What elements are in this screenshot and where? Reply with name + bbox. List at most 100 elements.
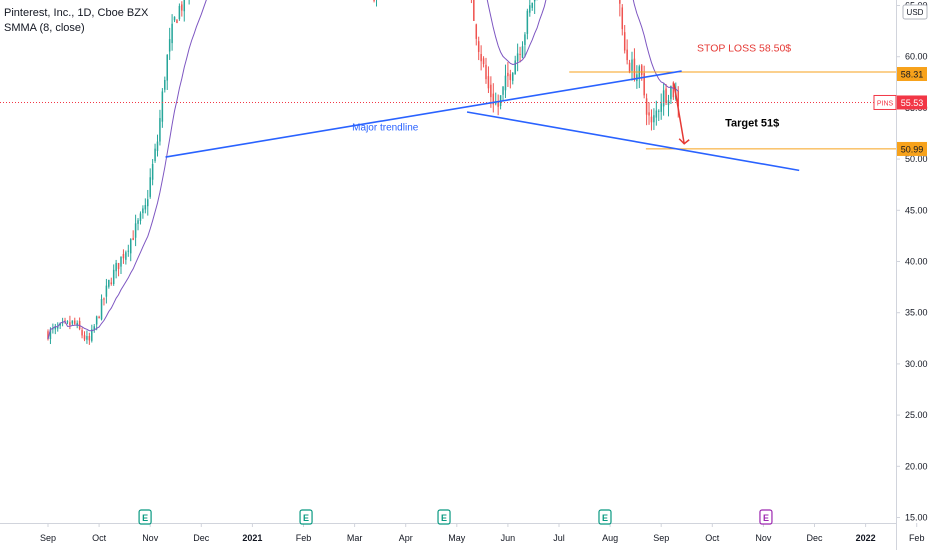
candle <box>168 27 171 60</box>
svg-text:E: E <box>142 513 148 523</box>
earnings-icon[interactable]: E <box>138 509 152 525</box>
x-tick-label: Jul <box>553 533 565 543</box>
candle <box>108 279 110 289</box>
chart-annotation[interactable]: STOP LOSS 58.50$ <box>697 43 791 55</box>
candle <box>521 41 524 59</box>
candle <box>149 168 151 199</box>
candle <box>154 143 156 163</box>
x-tick-label: Feb <box>909 533 925 543</box>
candle <box>161 88 164 128</box>
x-tick-label: Sep <box>40 533 56 543</box>
candle <box>655 100 658 126</box>
svg-text:PINS: PINS <box>877 100 894 107</box>
candle <box>137 218 139 231</box>
x-tick-label: Jun <box>501 533 516 543</box>
indicator-title: SMMA (8, close) <box>4 22 85 34</box>
candle <box>485 57 487 84</box>
candle <box>103 297 105 306</box>
x-tick-label: Apr <box>399 533 413 543</box>
candle <box>670 85 672 104</box>
svg-text:E: E <box>303 513 309 523</box>
candle <box>164 76 166 93</box>
lower-trendline[interactable] <box>466 111 800 172</box>
candle <box>524 32 526 58</box>
candle <box>533 0 536 15</box>
candle <box>619 0 621 17</box>
x-tick-label: Feb <box>296 533 312 543</box>
candle <box>117 262 120 277</box>
candle <box>514 55 516 75</box>
candle <box>105 278 108 304</box>
candle <box>66 320 69 325</box>
candle <box>502 86 504 102</box>
candle <box>494 92 497 106</box>
candle <box>64 317 66 324</box>
chart-annotation[interactable]: Major trendline <box>352 122 419 133</box>
candle <box>621 4 624 36</box>
x-tick-label: 2022 <box>856 533 876 543</box>
y-tick-label: 25.00 <box>905 410 928 420</box>
price-level-label: 50.99 <box>897 141 927 156</box>
earnings-icon[interactable]: E <box>598 509 612 525</box>
x-tick-label: 2021 <box>242 533 262 543</box>
y-tick-label: 35.00 <box>905 308 928 318</box>
y-tick-label: 45.00 <box>905 205 928 215</box>
currency-badge[interactable]: USD <box>902 4 928 20</box>
svg-text:55.53: 55.53 <box>901 98 924 108</box>
candle <box>176 19 178 24</box>
candle <box>110 277 113 286</box>
candle <box>183 0 186 22</box>
candle <box>626 39 628 65</box>
candle <box>171 14 173 51</box>
candle <box>88 332 91 345</box>
candle <box>519 46 521 63</box>
candle <box>122 249 125 264</box>
candle <box>631 51 633 81</box>
time-axis[interactable]: Sep Oct Nov Dec 2021 Feb Mar Apr May Jun Jul Aug Sep… <box>40 523 924 543</box>
candle <box>129 238 132 262</box>
candle <box>100 294 103 321</box>
candle <box>115 259 117 279</box>
candle <box>86 330 88 344</box>
candle <box>492 83 495 113</box>
candle <box>623 25 626 54</box>
svg-text:E: E <box>441 513 447 523</box>
earnings-icon[interactable]: E <box>759 509 773 525</box>
smma-line <box>47 0 679 340</box>
y-tick-label: 30.00 <box>905 359 928 369</box>
candle <box>636 65 638 89</box>
candle <box>667 94 670 117</box>
earnings-icon[interactable]: E <box>299 509 313 525</box>
candle <box>658 109 660 122</box>
candle <box>173 16 176 23</box>
candle <box>98 315 100 319</box>
major-trendline[interactable] <box>165 70 682 158</box>
svg-text:E: E <box>602 513 608 523</box>
candle <box>178 3 181 21</box>
candle <box>112 264 115 286</box>
candle <box>633 48 636 82</box>
price-level-label: 58.31 <box>897 67 927 82</box>
earnings-icon[interactable]: E <box>437 509 451 525</box>
candle <box>526 8 529 40</box>
x-tick-label: Dec <box>193 533 210 543</box>
candle <box>54 323 57 335</box>
x-tick-label: Aug <box>602 533 618 543</box>
candle <box>134 214 137 247</box>
candle <box>125 250 127 265</box>
candle <box>487 66 490 94</box>
candle <box>83 331 86 342</box>
x-tick-label: Nov <box>142 533 159 543</box>
x-tick-label: Dec <box>806 533 823 543</box>
candle <box>531 2 533 11</box>
candle <box>650 109 653 131</box>
candle <box>93 324 95 333</box>
candle <box>181 1 183 17</box>
candles <box>47 0 679 345</box>
chart-annotation[interactable]: Target 51$ <box>725 117 779 129</box>
plot-area[interactable] <box>0 0 896 523</box>
svg-text:50.99: 50.99 <box>901 144 924 154</box>
last-price-label: 55.53 <box>897 95 927 110</box>
candle <box>142 205 144 219</box>
